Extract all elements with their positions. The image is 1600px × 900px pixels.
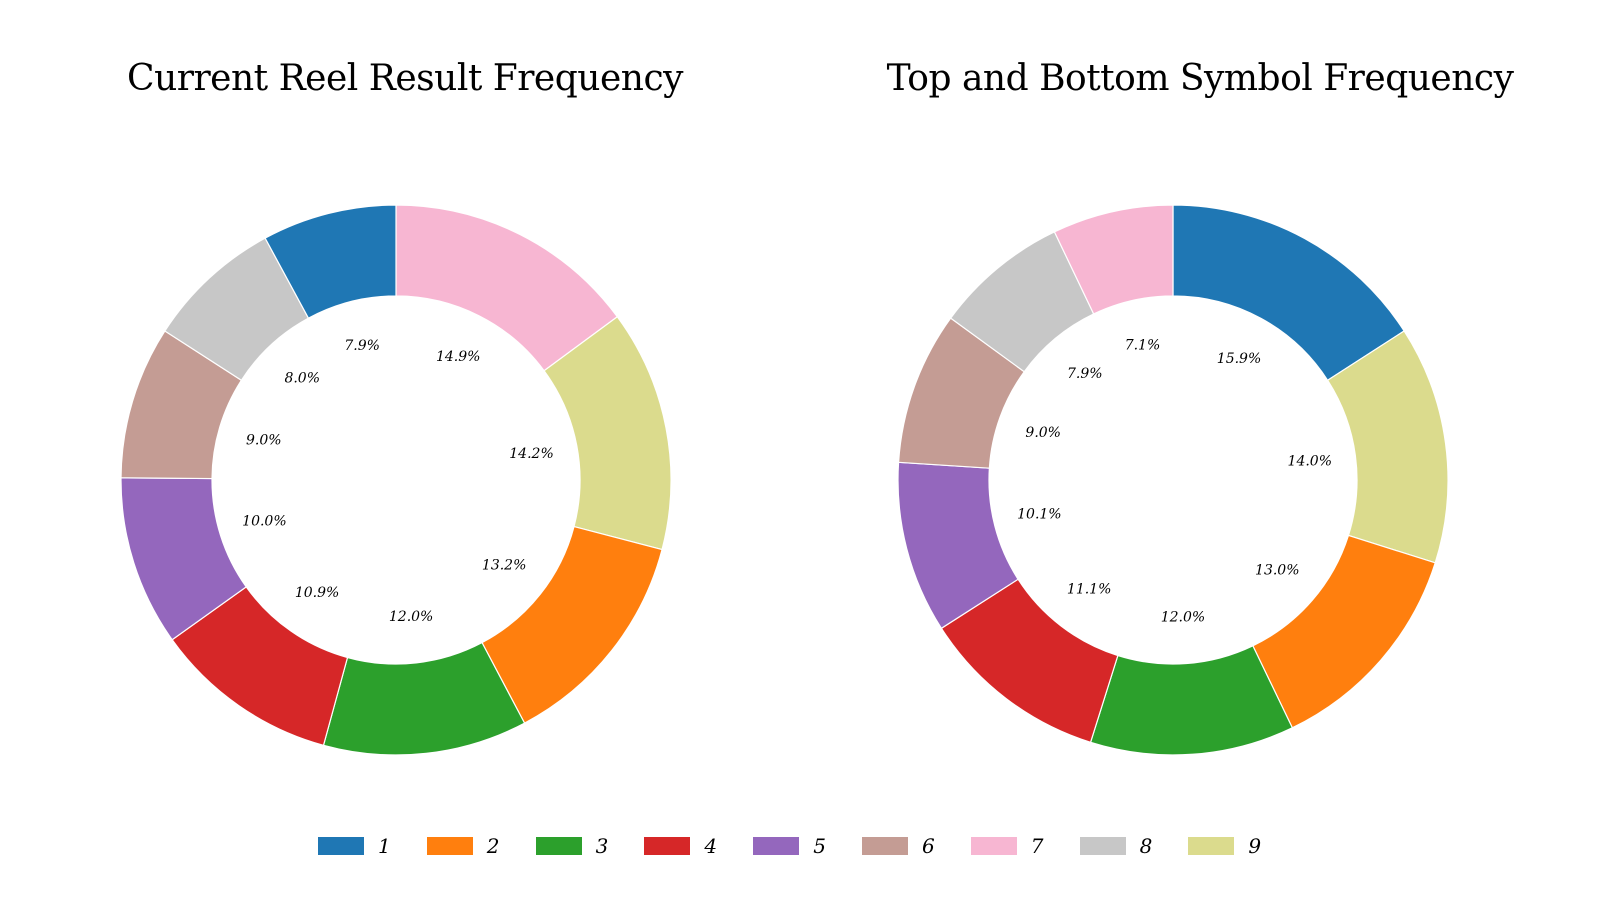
slice-label-9: 14.2%: [509, 446, 553, 462]
slice-label-2: 13.2%: [482, 558, 526, 574]
slice-label-4: 11.1%: [1067, 582, 1111, 598]
legend-swatch: [753, 837, 800, 855]
slice-label-5: 10.1%: [1017, 506, 1061, 522]
slice-label-3: 12.0%: [389, 609, 433, 625]
legend-label: 4: [704, 834, 718, 858]
legend-swatch: [535, 837, 582, 855]
legend-item-3: 3: [535, 826, 609, 866]
legend-swatch: [318, 837, 364, 855]
legend-label: 3: [595, 834, 609, 858]
legend-item-2: 2: [426, 826, 500, 866]
slice-label-7: 7.1%: [1125, 337, 1161, 353]
slice-label-8: 7.9%: [1067, 366, 1103, 382]
chart-title-left: Current Reel Result Frequency: [127, 58, 683, 99]
slice-label-2: 13.0%: [1255, 562, 1299, 578]
slice-label-1: 7.9%: [344, 338, 380, 354]
slice-label-6: 9.0%: [1025, 425, 1061, 441]
slice-label-6: 9.0%: [246, 432, 282, 448]
legend-swatch: [862, 837, 908, 855]
slice-label-4: 10.9%: [295, 585, 339, 601]
legend-label: 1: [378, 834, 391, 858]
slice-label-3: 12.0%: [1161, 610, 1205, 626]
slice-label-7: 14.9%: [436, 349, 480, 365]
legend-label: 7: [1030, 834, 1044, 858]
legend-item-7: 7: [970, 826, 1044, 866]
legend-item-6: 6: [862, 826, 935, 866]
legend-label: 5: [813, 834, 826, 858]
legend-swatch: [426, 837, 473, 855]
chart-legend: 1 2 3 4 5 6 7 8 9: [0, 826, 1600, 866]
chart-title-right: Top and Bottom Symbol Frequency: [886, 58, 1514, 99]
legend-label: 6: [922, 834, 935, 858]
legend-item-8: 8: [1079, 826, 1153, 866]
slice-label-8: 8.0%: [284, 371, 320, 387]
donut-chart-current-reel: 14.9% 14.2% 13.2% 12.0% 10.9% 10.0% 9.0% 8.0% 7.…: [120, 204, 672, 756]
legend-item-9: 9: [1188, 826, 1261, 866]
donut-chart-top-bottom: 15.9% 14.0% 13.0% 12.0% 11.1% 10.1% 9.0% 7.9% 7.…: [897, 204, 1449, 756]
legend-label: 9: [1248, 834, 1262, 858]
slice-label-1: 15.9%: [1217, 351, 1261, 367]
legend-label: 8: [1139, 834, 1153, 858]
donut-slice-1: [264, 204, 397, 319]
slice-label-9: 14.0%: [1288, 454, 1332, 470]
legend-swatch: [1188, 837, 1235, 855]
legend-label: 2: [486, 834, 500, 858]
legend-item-5: 5: [753, 826, 826, 866]
legend-swatch: [644, 837, 691, 855]
legend-swatch: [1079, 837, 1126, 855]
legend-item-1: 1: [318, 826, 391, 866]
legend-swatch: [970, 837, 1017, 855]
legend-item-4: 4: [644, 826, 717, 866]
slice-label-5: 10.0%: [242, 514, 286, 530]
donut-slice-7: [1053, 204, 1174, 315]
